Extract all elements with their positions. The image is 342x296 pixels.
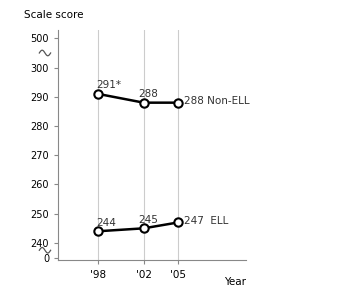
Text: 288: 288 bbox=[138, 89, 158, 99]
Text: Scale score: Scale score bbox=[24, 10, 84, 20]
Text: Year: Year bbox=[224, 277, 246, 287]
Text: 247  ELL: 247 ELL bbox=[184, 216, 228, 226]
Text: 291*: 291* bbox=[96, 81, 121, 90]
Text: 244: 244 bbox=[96, 218, 116, 228]
Text: 245: 245 bbox=[138, 215, 158, 225]
Text: 288 Non-ELL: 288 Non-ELL bbox=[184, 96, 249, 106]
